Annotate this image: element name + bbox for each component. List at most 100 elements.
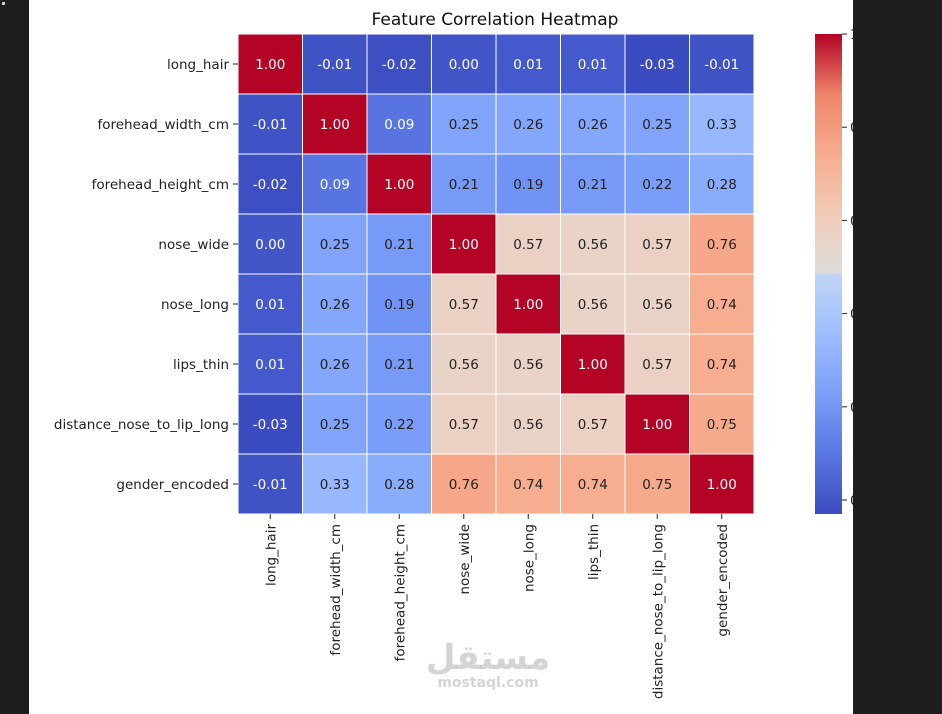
heatmap-cell-label: -0.01	[253, 477, 288, 493]
heatmap-cell	[302, 93, 368, 155]
colorbar-tick-label: 0.0	[850, 493, 853, 509]
heatmap-cell	[495, 213, 561, 275]
heatmap-cell	[689, 153, 755, 215]
heatmap-cell-label: 0.26	[578, 117, 608, 133]
heatmap-cell-label: 1.00	[255, 57, 285, 73]
heatmap-cell-label: 0.25	[449, 117, 479, 133]
heatmap-cell-label: 0.56	[513, 417, 543, 433]
heatmap-cell	[302, 33, 368, 95]
heatmap-cell-label: 0.56	[642, 297, 672, 313]
heatmap-cell-label: -0.03	[640, 57, 675, 73]
heatmap-cell	[624, 393, 690, 455]
heatmap-cell	[366, 393, 432, 455]
heatmap-cell-label: 0.28	[707, 177, 737, 193]
heatmap-cell-label: 0.19	[513, 177, 543, 193]
heatmap-cell	[560, 153, 626, 215]
x-tick-label: nose_long	[521, 524, 537, 592]
heatmap-cell	[366, 213, 432, 275]
y-tick-label: forehead_height_cm	[92, 177, 229, 193]
heatmap-cell	[560, 33, 626, 95]
heatmap-cell-label: 0.76	[449, 477, 479, 493]
heatmap-cell	[237, 33, 303, 95]
heatmap-cell-label: 0.19	[384, 297, 414, 313]
heatmap-cell	[302, 153, 368, 215]
heatmap-cell-label: 0.75	[707, 417, 737, 433]
heatmap-cell-label: 0.22	[642, 177, 672, 193]
heatmap-cell-label: 0.22	[384, 417, 414, 433]
heatmap-cell	[431, 213, 497, 275]
x-tick-label: distance_nose_to_lip_long	[650, 524, 666, 699]
heatmap-cell	[689, 273, 755, 335]
heatmap-cell	[431, 93, 497, 155]
heatmap-cell-label: 0.25	[320, 417, 350, 433]
heatmap-cell	[689, 393, 755, 455]
heatmap-cell	[689, 453, 755, 515]
heatmap-cell-label: 0.74	[707, 297, 737, 313]
heatmap-cell-label: 0.56	[578, 297, 608, 313]
colorbar-tick-label: 0.4	[850, 307, 853, 323]
heatmap-cell-label: 0.74	[513, 477, 543, 493]
heatmap-cell-label: 0.09	[320, 177, 350, 193]
heatmap-cell-label: 0.33	[320, 477, 350, 493]
heatmap-cell	[560, 93, 626, 155]
heatmap-cell-label: 0.26	[320, 297, 350, 313]
heatmap-cell	[560, 393, 626, 455]
heatmap-cell-label: 0.57	[642, 237, 672, 253]
heatmap-cell	[689, 333, 755, 395]
colorbar-tick-label: 0.2	[850, 400, 853, 416]
figure-canvas: Feature Correlation Heatmap 1.00 -0.01 -0.…	[29, 0, 853, 714]
heatmap-cell	[237, 213, 303, 275]
heatmap-cell-label: 0.01	[255, 357, 285, 373]
heatmap-cell-label: -0.03	[253, 417, 288, 433]
heatmap-cell-label: 0.56	[449, 357, 479, 373]
x-tick-label: nose_wide	[457, 524, 473, 595]
heatmap-cell-label: 0.57	[449, 417, 479, 433]
colorbar	[815, 34, 842, 514]
heatmap-cell-label: 1.00	[320, 117, 350, 133]
heatmap-cell-label: 0.56	[578, 237, 608, 253]
colorbar-tick-label: 0.6	[850, 213, 853, 229]
x-tick-label: lips_thin	[586, 524, 602, 580]
y-tick-label: distance_nose_to_lip_long	[54, 417, 229, 433]
x-tick-label: forehead_width_cm	[328, 524, 344, 656]
heatmap-chart: Feature Correlation Heatmap 1.00 -0.01 -0.…	[54, 10, 853, 699]
heatmap-cell-label: 1.00	[384, 177, 414, 193]
y-tick-label: nose_wide	[158, 237, 229, 253]
heatmap-cell	[624, 333, 690, 395]
heatmap-cell-label: 0.21	[384, 357, 414, 373]
heatmap-cell	[366, 33, 432, 95]
heatmap-cell-label: 0.21	[578, 177, 608, 193]
heatmap-cell-label: 0.26	[320, 357, 350, 373]
heatmap-cell-label: 1.00	[707, 477, 737, 493]
x-tick-label: forehead_height_cm	[392, 524, 408, 661]
heatmap-cell	[624, 213, 690, 275]
heatmap-cell-label: 0.33	[707, 117, 737, 133]
y-tick-label: forehead_width_cm	[97, 117, 229, 133]
heatmap-cell-label: 1.00	[449, 237, 479, 253]
colorbar-tick-label: 1.0	[850, 27, 853, 43]
heatmap-cell	[495, 393, 561, 455]
x-tick-label: gender_encoded	[715, 524, 731, 637]
heatmap-cell-label: 0.57	[578, 417, 608, 433]
heatmap-cell	[366, 453, 432, 515]
heatmap-cell	[689, 33, 755, 95]
y-tick-label: gender_encoded	[116, 477, 229, 493]
x-tick-label: long_hair	[263, 524, 279, 586]
heatmap-cell	[366, 333, 432, 395]
heatmap-cell	[624, 153, 690, 215]
heatmap-cell-label: -0.02	[382, 57, 417, 73]
heatmap-cell-label: -0.01	[317, 57, 352, 73]
heatmap-cell	[302, 333, 368, 395]
heatmap-cell-label: 0.26	[513, 117, 543, 133]
heatmap-cell-label: 0.28	[384, 477, 414, 493]
heatmap-cell	[689, 93, 755, 155]
heatmap-cell-label: 0.21	[384, 237, 414, 253]
heatmap-cell-label: 0.00	[255, 237, 285, 253]
heatmap-cell-label: 0.57	[513, 237, 543, 253]
heatmap-cell-label: -0.01	[704, 57, 739, 73]
heatmap-cell-label: 0.01	[513, 57, 543, 73]
y-tick-label: lips_thin	[173, 357, 229, 373]
heatmap-cell-label: 0.09	[384, 117, 414, 133]
heatmap-cell-label: 0.57	[642, 357, 672, 373]
heatmap-cell-label: 0.25	[320, 237, 350, 253]
